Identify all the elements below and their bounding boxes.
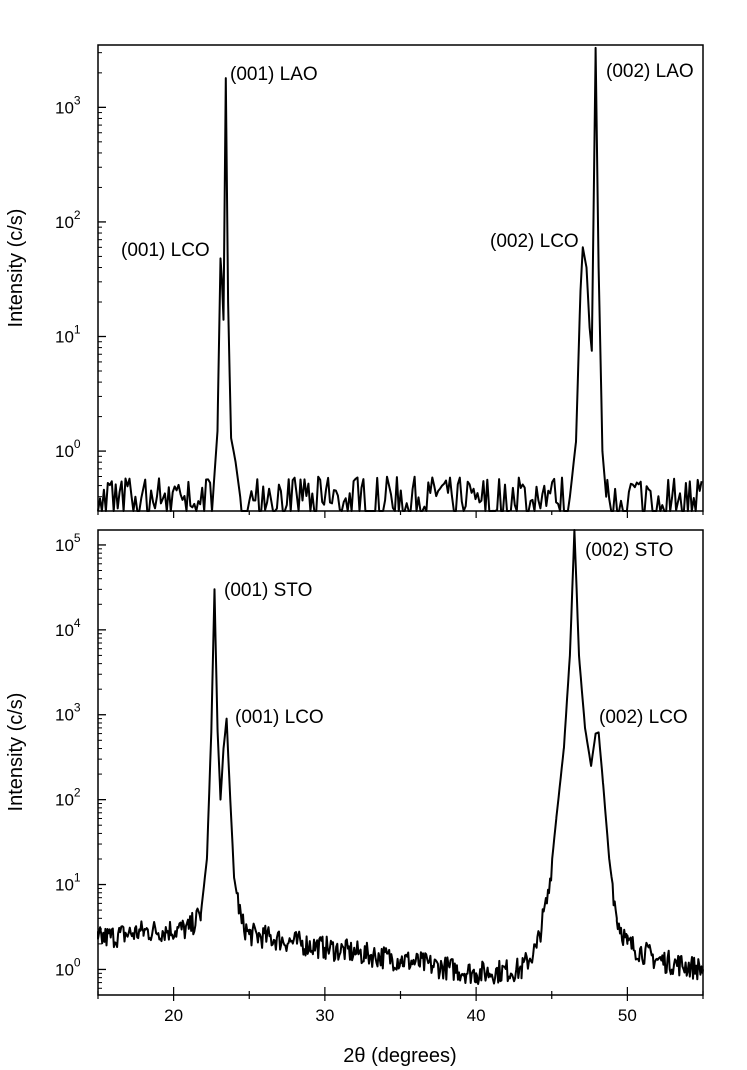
bottom-y-ticks: 100 101 102 103 104 105 [55, 531, 106, 989]
bottom-x-tick-label: 40 [467, 1006, 486, 1025]
bottom-y-tick-label: 105 [55, 531, 81, 555]
annotation-002-lco-bottom: (002) LCO [599, 707, 688, 728]
bottom-x-ticks: 20 30 40 50 [97, 987, 704, 1025]
bottom-y-tick-label: 103 [55, 701, 81, 725]
bottom-ylabel: Intensity (c/s) [5, 693, 27, 812]
top-x-minor-ticks [97, 511, 704, 518]
bottom-x-tick-label: 20 [164, 1006, 183, 1025]
bottom-xlabel: 2θ (degrees) [343, 1045, 456, 1067]
bottom-diffraction-line [97, 529, 704, 985]
bottom-y-tick-label: 102 [55, 786, 81, 810]
top-plot-frame [97, 44, 704, 512]
bottom-y-tick-label: 101 [55, 871, 81, 895]
top-y-ticks: 100 101 102 103 [55, 52, 106, 498]
bottom-y-tick-label: 100 [55, 955, 81, 979]
top-y-tick-label: 102 [55, 208, 81, 232]
bottom-y-tick-label: 104 [55, 616, 81, 640]
bottom-x-tick-label: 30 [315, 1006, 334, 1025]
annotation-001-sto: (001) STO [224, 580, 312, 601]
top-y-tick-label: 100 [55, 437, 81, 461]
top-y-tick-label: 103 [55, 93, 81, 117]
annotation-002-lao: (002) LAO [606, 61, 694, 82]
top-diffraction-line [97, 46, 703, 512]
top-y-tick-label: 101 [55, 323, 81, 347]
bottom-x-tick-label: 50 [618, 1006, 637, 1025]
annotation-002-sto: (002) STO [585, 540, 673, 561]
top-panel: 100 101 102 103 Intensity (c/s) (001) LAO (… [5, 44, 704, 518]
annotation-001-lao: (001) LAO [230, 64, 318, 85]
top-ylabel: Intensity (c/s) [5, 209, 27, 328]
annotation-001-lco-top: (001) LCO [121, 240, 210, 261]
annotation-001-lco-bottom: (001) LCO [235, 707, 324, 728]
bottom-panel: 20 30 40 50 100 101 102 103 104 105 Intensity (c… [5, 529, 704, 1067]
annotation-002-lco-top: (002) LCO [490, 231, 579, 252]
